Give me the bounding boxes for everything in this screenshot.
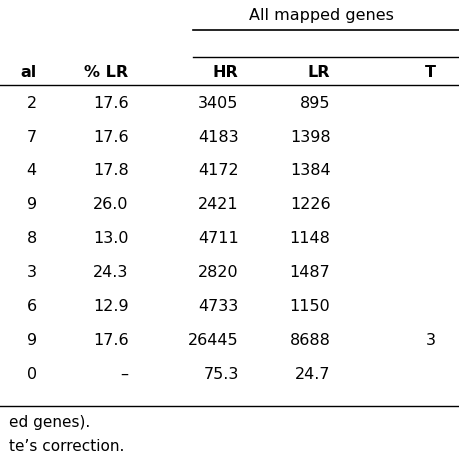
Text: HR: HR bbox=[213, 65, 239, 79]
Text: 3: 3 bbox=[27, 265, 37, 280]
Text: 0: 0 bbox=[27, 367, 37, 381]
Text: al: al bbox=[21, 65, 37, 79]
Text: 26445: 26445 bbox=[188, 333, 239, 348]
Text: 4183: 4183 bbox=[198, 129, 239, 145]
Text: 75.3: 75.3 bbox=[203, 367, 239, 381]
Text: 2421: 2421 bbox=[198, 197, 239, 213]
Text: 895: 895 bbox=[300, 96, 330, 111]
Text: 17.8: 17.8 bbox=[93, 163, 129, 179]
Text: 17.6: 17.6 bbox=[93, 333, 129, 348]
Text: 4: 4 bbox=[27, 163, 37, 179]
Text: 4172: 4172 bbox=[198, 163, 239, 179]
Text: 2820: 2820 bbox=[198, 265, 239, 280]
Text: 2: 2 bbox=[27, 96, 37, 111]
Text: te’s correction.: te’s correction. bbox=[9, 439, 124, 454]
Text: 24.3: 24.3 bbox=[93, 265, 129, 280]
Text: 8688: 8688 bbox=[290, 333, 330, 348]
Text: 9: 9 bbox=[27, 333, 37, 348]
Text: 1398: 1398 bbox=[290, 129, 330, 145]
Text: 1148: 1148 bbox=[290, 231, 330, 246]
Text: –: – bbox=[121, 367, 129, 381]
Text: 6: 6 bbox=[27, 299, 37, 314]
Text: 7: 7 bbox=[27, 129, 37, 145]
Text: 24.7: 24.7 bbox=[295, 367, 330, 381]
Text: 3: 3 bbox=[426, 333, 436, 348]
Text: ed genes).: ed genes). bbox=[9, 415, 90, 431]
Text: 17.6: 17.6 bbox=[93, 129, 129, 145]
Text: 1384: 1384 bbox=[290, 163, 330, 179]
Text: 13.0: 13.0 bbox=[93, 231, 129, 246]
Text: 1150: 1150 bbox=[290, 299, 330, 314]
Text: 12.9: 12.9 bbox=[93, 299, 129, 314]
Text: 26.0: 26.0 bbox=[93, 197, 129, 213]
Text: 8: 8 bbox=[27, 231, 37, 246]
Text: 1487: 1487 bbox=[290, 265, 330, 280]
Text: T: T bbox=[425, 65, 436, 79]
Text: 4711: 4711 bbox=[198, 231, 239, 246]
Text: 4733: 4733 bbox=[198, 299, 239, 314]
Text: 1226: 1226 bbox=[290, 197, 330, 213]
Text: 9: 9 bbox=[27, 197, 37, 213]
Text: 17.6: 17.6 bbox=[93, 96, 129, 111]
Text: % LR: % LR bbox=[84, 65, 129, 79]
Text: LR: LR bbox=[308, 65, 330, 79]
Text: 3405: 3405 bbox=[198, 96, 239, 111]
Text: All mapped genes: All mapped genes bbox=[249, 8, 394, 23]
